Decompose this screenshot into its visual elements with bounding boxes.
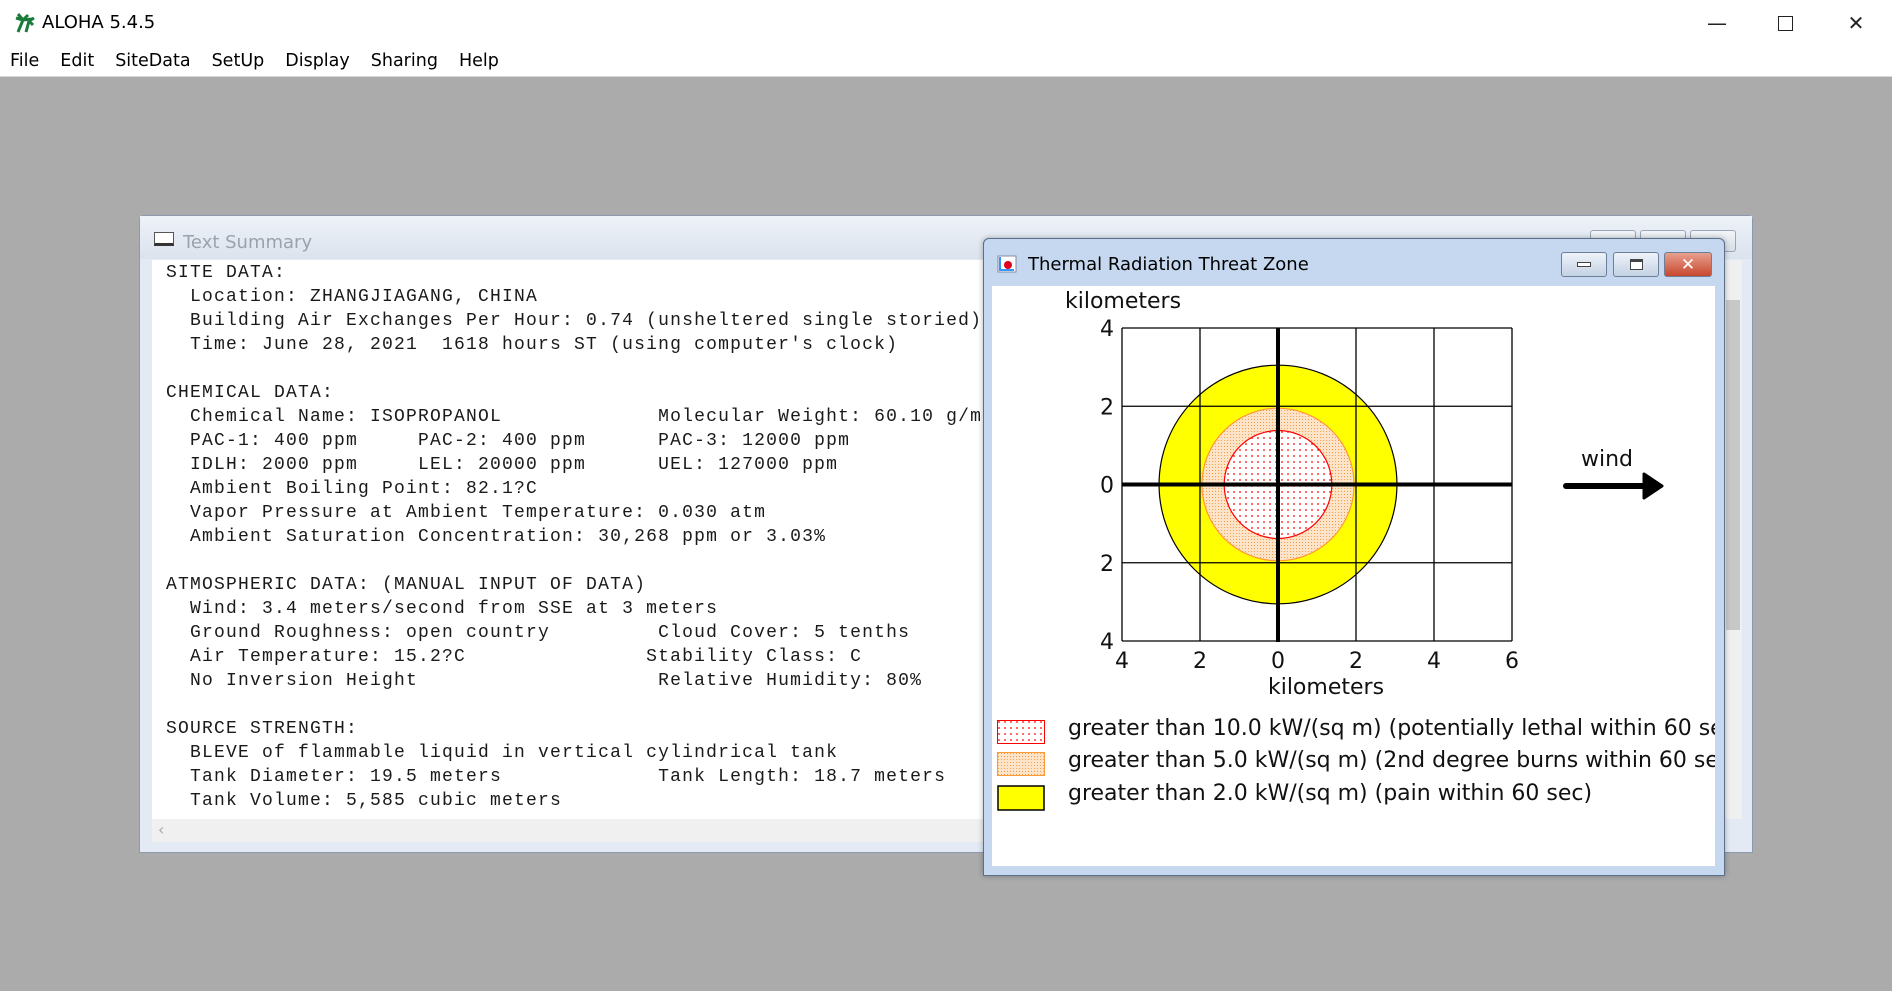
text-document-icon: [154, 232, 174, 246]
y-axis-label: kilometers: [1065, 289, 1182, 314]
legend-swatch-burns: [997, 752, 1045, 776]
menu-sharing[interactable]: Sharing: [370, 51, 438, 71]
threat-zone-icon: [997, 255, 1017, 273]
threat-zone-window[interactable]: Thermal Radiation Threat Zone ✕ 4 2 0 2 4 6 4 2…: [983, 238, 1725, 876]
x-tick-label: 4: [1115, 649, 1129, 674]
scroll-left-icon[interactable]: ‹: [158, 820, 165, 839]
threat-zone-plot-area: 4 2 0 2 4 6 4 2 0 2 4 kilometers kilometers wind g…: [992, 286, 1715, 866]
summary-line: Tank Volume: 5,585 cubic meters: [166, 791, 563, 811]
x-axis-label: kilometers: [1267, 675, 1385, 700]
menu-sitedata[interactable]: SiteData: [115, 51, 191, 71]
summary-line: Time: June 28, 2021 1618 hours ST (using…: [166, 335, 899, 355]
wind-label: wind: [1580, 447, 1633, 472]
legend-swatch-lethal: [997, 720, 1045, 744]
minimize-icon: [1577, 262, 1591, 267]
summary-text: SITE DATA: Location: ZHANGJIAGANG, CHINA…: [166, 261, 982, 813]
summary-line: [166, 693, 982, 717]
summary-line: Ambient Boiling Point: 82.1?C: [166, 479, 539, 499]
app-titlebar: ALOHA 5.4.5 — ✕: [0, 0, 1892, 46]
x-tick-label: 0: [1271, 649, 1285, 674]
y-tick-label: 0: [1100, 474, 1114, 499]
summary-line: Ambient Saturation Concentration: 30,268…: [166, 527, 827, 547]
summary-line: ATMOSPHERIC DATA: (MANUAL INPUT OF DATA): [166, 575, 647, 595]
summary-line: SITE DATA:: [166, 263, 287, 283]
y-tick-label: 2: [1100, 395, 1114, 420]
y-tick-label: 2: [1100, 552, 1114, 577]
legend-swatch-pain: [997, 785, 1045, 811]
minimize-button[interactable]: —: [1682, 0, 1752, 46]
summary-line: Ground Roughness: open country Cloud Cov…: [166, 623, 911, 643]
summary-line: IDLH: 2000 ppm LEL: 20000 ppm UEL: 12700…: [166, 455, 839, 475]
summary-line: Tank Diameter: 19.5 meters Tank Length: …: [166, 767, 947, 787]
legend-label-lethal: greater than 10.0 kW/(sq m) (potentially…: [1068, 716, 1715, 741]
summary-line: BLEVE of flammable liquid in vertical cy…: [166, 743, 839, 763]
maximize-button[interactable]: [1750, 0, 1820, 46]
menu-help[interactable]: Help: [458, 51, 499, 71]
y-tick-label: 4: [1100, 630, 1114, 655]
x-tick-label: 2: [1193, 649, 1207, 674]
menu-display[interactable]: Display: [285, 51, 350, 71]
menu-file[interactable]: File: [10, 51, 40, 71]
vertical-scrollbar[interactable]: [1724, 260, 1742, 819]
palm-tree-app-icon: [15, 13, 35, 33]
summary-line: SOURCE STRENGTH:: [166, 719, 359, 739]
threat-zone-maximize-button[interactable]: [1613, 252, 1659, 277]
y-tick-label: 4: [1100, 317, 1114, 342]
wind-arrow-icon: [1563, 472, 1664, 500]
summary-line: Location: ZHANGJIAGANG, CHINA: [166, 287, 539, 307]
legend-label-burns: greater than 5.0 kW/(sq m) (2nd degree b…: [1068, 748, 1715, 773]
restore-icon: [1629, 259, 1643, 270]
maximize-icon: [1777, 15, 1793, 31]
close-button[interactable]: ✕: [1821, 0, 1891, 46]
summary-line: Chemical Name: ISOPROPANOL Molecular Wei…: [166, 407, 983, 427]
threat-zone-close-button[interactable]: ✕: [1664, 252, 1712, 277]
x-tick-label: 4: [1427, 649, 1441, 674]
threat-zone-minimize-button[interactable]: [1561, 252, 1607, 277]
minimize-icon: —: [1707, 11, 1727, 35]
text-summary-title: Text Summary: [183, 232, 313, 253]
app-title: ALOHA 5.4.5: [42, 12, 156, 33]
summary-line: Wind: 3.4 meters/second from SSE at 3 me…: [166, 599, 719, 619]
threat-zone-title: Thermal Radiation Threat Zone: [1028, 254, 1309, 275]
summary-line: [166, 357, 982, 381]
summary-line: PAC-1: 400 ppm PAC-2: 400 ppm PAC-3: 120…: [166, 431, 851, 451]
menu-edit[interactable]: Edit: [60, 51, 95, 71]
close-icon: ✕: [1847, 11, 1865, 35]
menu-bar: File Edit SiteData SetUp Display Sharing…: [0, 46, 1892, 77]
summary-line: Vapor Pressure at Ambient Temperature: 0…: [166, 503, 767, 523]
summary-line: Building Air Exchanges Per Hour: 0.74 (u…: [166, 311, 983, 331]
summary-line: No Inversion Height Relative Humidity: 8…: [166, 671, 923, 691]
x-tick-label: 2: [1349, 649, 1363, 674]
summary-line: Air Temperature: 15.2?C Stability Class:…: [166, 647, 863, 667]
legend-label-pain: greater than 2.0 kW/(sq m) (pain within …: [1068, 781, 1593, 806]
summary-line: [166, 549, 982, 573]
menu-setup[interactable]: SetUp: [211, 51, 265, 71]
x-tick-label: 6: [1505, 649, 1519, 674]
scrollbar-thumb[interactable]: [1726, 300, 1740, 630]
threat-zone-chart: 4 2 0 2 4 6 4 2 0 2 4: [1100, 317, 1519, 674]
close-icon: ✕: [1680, 254, 1696, 275]
text-summary-titlebar[interactable]: Text Summary: [140, 216, 1752, 259]
summary-line: CHEMICAL DATA:: [166, 383, 335, 403]
